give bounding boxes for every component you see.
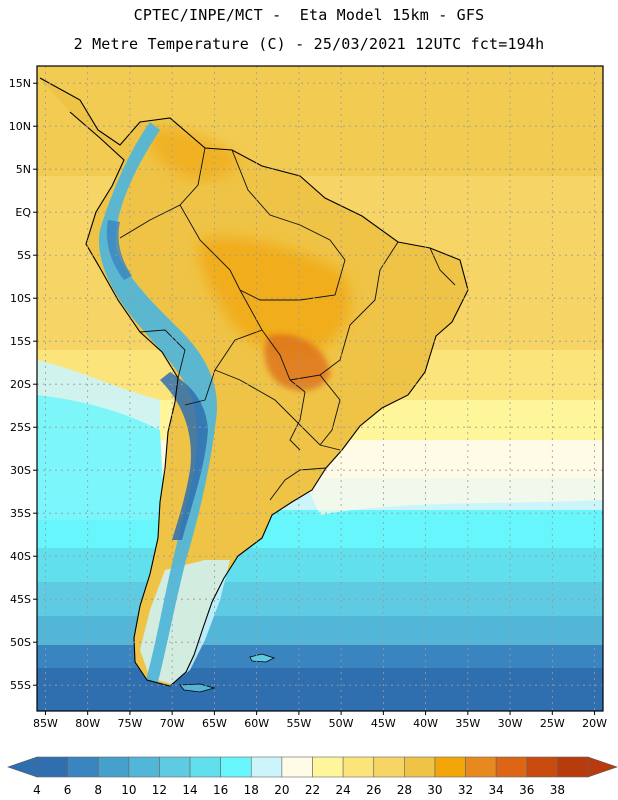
lat-label: 5S [17,249,31,262]
lat-label: 15N [9,77,31,90]
colorbar-swatch [281,756,313,778]
lon-label: 50W [329,717,354,730]
colorbar-swatch [404,756,436,778]
lat-label: 55S [10,679,31,692]
colorbar-swatch [189,756,221,778]
colorbar-label: 12 [152,783,167,797]
colorbar-label: 28 [397,783,412,797]
andes-cold-band [98,122,218,682]
map-title: CPTEC/INPE/MCT - Eta Model 15km - GFS [133,6,485,24]
colorbar-swatch [97,756,130,778]
lat-label: 10S [10,292,31,305]
lat-label: 5N [16,163,31,176]
graticule [37,66,603,711]
lon-label: 60W [244,717,269,730]
lat-label: 40S [10,550,31,563]
temperature-field [37,66,603,711]
lon-label: 75W [117,717,142,730]
colorbar-label: 4 [33,783,41,797]
colorbar-label: 14 [182,783,197,797]
lon-label: 65W [202,717,227,730]
lon-label: 45W [371,717,396,730]
colorbar-swatch [465,756,497,778]
colorbar-label: 26 [366,783,381,797]
temperature-colorbar: 4 6 8 10 12 14 16 18 20 22 24 26 28 30 32 34 36 38 [7,756,618,797]
colorbar-label: 16 [213,783,228,797]
colorbar-swatch [36,756,68,778]
colorbar-label: 8 [94,783,102,797]
lat-label: 10N [9,120,31,133]
lat-label: 30S [10,464,31,477]
colorbar-swatch [434,756,466,778]
lat-label: 50S [10,636,31,649]
colorbar-swatch [342,756,375,778]
colorbar-label: 38 [550,783,565,797]
colorbar-swatch [128,756,160,778]
map-subtitle: 2 Metre Temperature (C) - 25/03/2021 12U… [73,35,545,53]
lon-label: 85W [33,717,58,730]
colorbar-swatch [67,756,99,778]
colorbar-label: 36 [519,783,534,797]
map-frame [36,65,604,712]
colorbar-swatch [373,756,405,778]
colorbar-swatch [220,756,252,778]
colorbar-high-arrow [587,756,618,778]
colorbar-swatch [526,756,558,778]
lon-label: 80W [75,717,100,730]
colorbar-label: 6 [64,783,72,797]
colorbar-label: 20 [274,783,289,797]
lon-label: 25W [540,717,565,730]
colorbar-label: 10 [121,783,136,797]
lon-label: 20W [582,717,607,730]
lat-label: 15S [10,335,31,348]
lat-label: 45S [10,593,31,606]
colorbar-label: 22 [305,783,320,797]
colorbar-low-arrow [7,756,38,778]
lon-label: 40W [413,717,438,730]
colorbar-swatch [495,756,528,778]
longitude-labels: 85W 80W 75W 70W 65W 60W 55W 50W 45W 40W 35W 30W 25W 2… [33,717,607,730]
lat-label: 20S [10,378,31,391]
axis-ticks [33,82,596,715]
latitude-labels: 15N 10N 5N EQ 5S 10S 15S 20S 25S 30S 35S 40S 45S 50S 5… [9,77,32,692]
colorbar-label: 30 [427,783,442,797]
colorbar-swatch [557,756,589,778]
lon-label: 70W [160,717,185,730]
colorbar-label: 32 [458,783,473,797]
colorbar-label: 24 [335,783,350,797]
lat-label: 35S [10,507,31,520]
colorbar-label: 34 [489,783,504,797]
colorbar-swatch [312,756,344,778]
colorbar-swatch [250,756,283,778]
lon-label: 55W [286,717,311,730]
lon-label: 30W [498,717,523,730]
colorbar-label: 18 [244,783,259,797]
lon-label: 35W [455,717,480,730]
continent-land [40,78,468,686]
colorbar-swatch [159,756,191,778]
lat-label: 25S [10,421,31,434]
lat-label: EQ [15,206,31,219]
